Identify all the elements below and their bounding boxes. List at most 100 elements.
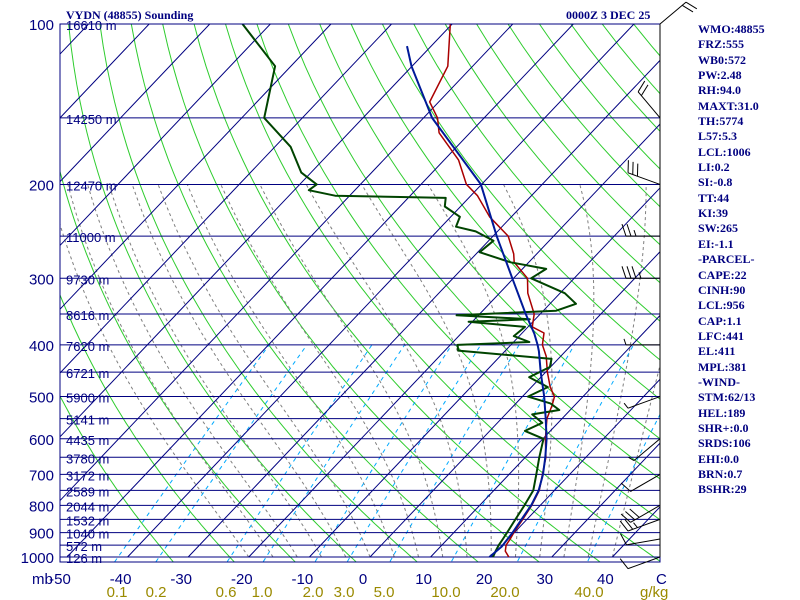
pressure-tick-label: 100 [29,17,54,34]
index-line: PW:2.48 [698,68,742,83]
isotherm [369,251,660,558]
wind-barb-staff [627,172,661,185]
index-line: SI:-0.8 [698,175,733,190]
grid-lines [60,24,660,558]
moist-adiabat [361,184,492,557]
pressure-unit-label: mb [32,571,53,588]
dry-adiabat [162,24,541,562]
height-label: 2044 m [66,499,109,514]
temperature-tick-label: 20 [476,571,493,588]
mixing-ratio-tick-label: 20.0 [490,584,519,600]
dry-adiabat [193,24,602,562]
index-line: RH:94.0 [698,83,741,98]
moist-adiabat [108,184,322,558]
moist-adiabat [157,184,371,558]
dry-adiabat [319,24,660,440]
index-line: CAP:1.1 [698,313,742,328]
wind-barb-feather [620,533,627,546]
height-label: 3780 m [66,451,109,466]
wind-barb-half-feather [623,402,629,409]
temperature-tick-label: -20 [231,571,253,588]
height-label: 7620 m [66,339,109,354]
index-line: -PARCEL- [698,252,755,267]
wind-barb-staff [626,538,661,546]
temperature-tick-label: -40 [110,571,132,588]
dry-adiabat [476,24,660,246]
dewpoint-line [241,24,577,558]
temperature-tick-label: 30 [536,571,553,588]
height-label: 9730 m [66,272,109,287]
wind-barb [619,518,661,532]
index-line: FRZ:555 [698,37,744,52]
index-line: STM:62/13 [698,390,756,405]
temperature-unit-label: C [656,571,667,588]
wind-barb [620,474,661,492]
temperature-tick-label: -50 [49,571,71,588]
mixing-ratio-tick-label: 0.1 [107,584,128,600]
chart-title: VYDN (48855) Sounding [66,8,194,22]
dry-adiabat [68,24,358,562]
wind-barb-feather [624,519,634,530]
isotherm [60,24,453,438]
height-label: 5900 m [66,391,109,406]
pressure-tick-label: 300 [29,271,54,288]
wind-barb-feather [621,266,627,279]
isotherm [60,24,150,119]
dry-adiabat [60,293,236,562]
dry-adiabat [256,24,660,521]
isotherm [248,123,660,558]
height-label: 4435 m [66,433,109,448]
wind-barb-half-feather [628,456,635,462]
index-line: L57:5.3 [698,129,737,144]
wind-barb-half-feather [633,229,637,237]
temperature-tick-label: 10 [415,571,432,588]
index-line: HEL:189 [698,405,746,420]
wind-barb [623,396,661,409]
pressure-tick-label: 600 [29,432,54,449]
wind-barb-half-feather [633,522,638,528]
mixing-ratio-line [113,344,270,562]
height-label: 2589 m [66,484,109,499]
temperature-tick-label: 0 [359,571,367,588]
index-line: SRDS:106 [698,436,751,451]
mixing-ratio-line [516,344,634,562]
wind-barb-staff [627,396,661,409]
pressure-tick-label: 900 [29,526,54,543]
wind-barb-feather [626,266,632,279]
temperature-tick-label: 40 [597,571,614,588]
sounding-profiles [241,24,577,558]
height-label: 5141 m [66,413,109,428]
mixing-ratio-line [155,344,308,562]
pressure-tick-label: 800 [29,498,54,515]
temperature-tick-label: -10 [292,571,314,588]
isotherm [430,314,660,558]
dry-adiabat [99,24,419,562]
index-line: BRN:0.7 [698,466,743,481]
height-label: 16610 m [66,18,117,33]
index-line: EL:411 [698,344,736,359]
pressure-tick-label: 400 [29,338,54,355]
isotherm [60,24,332,310]
dry-adiabat [130,24,480,562]
wind-barb [621,223,660,237]
wind-barb [620,504,661,523]
pressure-tick-label: 700 [29,467,54,484]
isotherm [60,24,271,247]
dry-adiabat [350,24,660,400]
time-label: 0000Z 3 DEC 25 [566,8,651,22]
mixing-ratio-unit-label: g/kg [640,584,668,600]
temperature-tick-label: -30 [170,571,192,588]
wind-barb-staff [633,438,661,461]
index-line: LCL:956 [698,298,745,313]
parcel-line [406,45,548,558]
pressure-tick-label: 200 [29,177,54,194]
wind-barb [621,266,660,279]
index-line: -WIND- [698,374,740,389]
wind-barb-staff [630,474,661,492]
dry-adiabat [444,24,660,284]
mixing-ratio-tick-label: 40.0 [574,584,603,600]
index-line: LFC:441 [698,328,744,343]
isotherm [60,24,211,183]
index-line: SHR+:0.0 [698,420,749,435]
